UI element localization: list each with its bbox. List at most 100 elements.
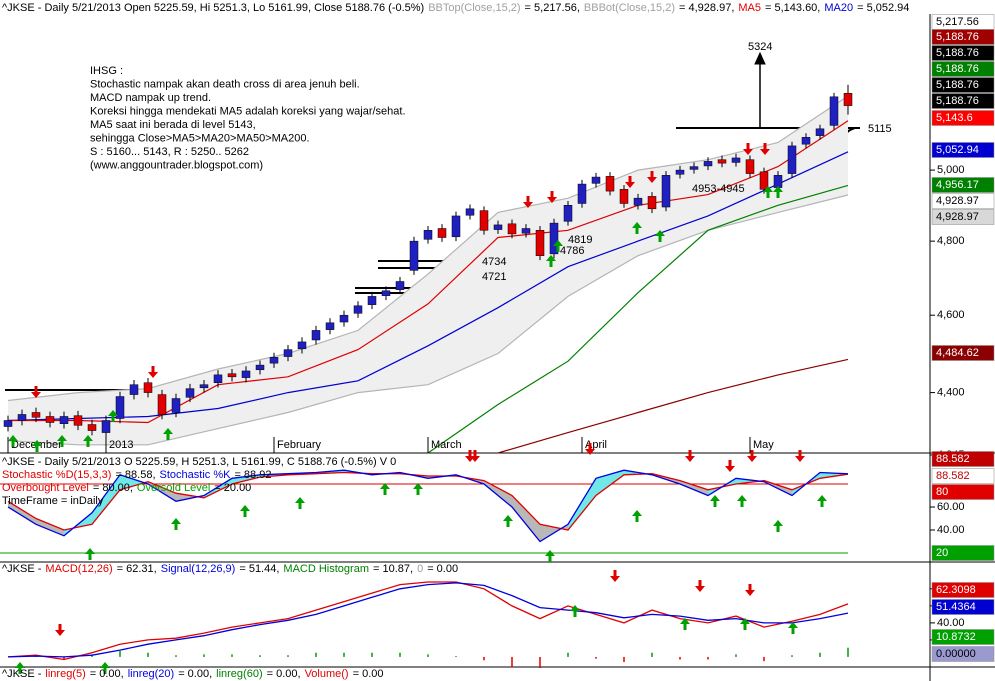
candle-body bbox=[73, 415, 83, 426]
note-text: MACD nampak up trend. bbox=[90, 92, 211, 104]
note-text: Koreksi hingga mendekati MA5 adalah kore… bbox=[90, 106, 406, 118]
band-fill bbox=[8, 96, 848, 445]
candle-body bbox=[829, 96, 839, 126]
arrow-head bbox=[754, 51, 766, 65]
candle-body bbox=[717, 159, 727, 164]
value-box-label: 4,484.62 bbox=[936, 347, 979, 359]
indicator-line bbox=[7, 469, 849, 543]
candle-body bbox=[689, 166, 699, 170]
candle-body bbox=[367, 296, 377, 305]
note-text: S : 5160... 5143, R : 5250.. 5262 bbox=[90, 146, 249, 158]
header-segment: Signal(12,26,9) bbox=[161, 563, 236, 575]
level-label: 5324 bbox=[748, 41, 772, 53]
candle-body bbox=[437, 228, 447, 238]
signal-arrow-stem bbox=[243, 510, 247, 517]
candle-body bbox=[269, 357, 279, 364]
x-tick-label: May bbox=[753, 439, 774, 451]
value-box-label: 88.582 bbox=[936, 453, 970, 465]
stoch-fill bbox=[36, 518, 64, 536]
header-text: Overbought Level = 80.00, Oversold Level = … bbox=[2, 482, 251, 494]
note-text: MA5 saat ini berada di level 5143, bbox=[90, 119, 256, 131]
y-tick-label: 40.00 bbox=[937, 524, 965, 536]
value-box bbox=[931, 142, 995, 158]
stoch-fill bbox=[680, 480, 708, 496]
candle-body bbox=[773, 175, 783, 188]
header-segment: = 5,143.60, bbox=[765, 2, 820, 14]
candle-body bbox=[59, 416, 69, 424]
candle-body bbox=[703, 161, 713, 167]
value-box bbox=[931, 110, 995, 126]
header-segment: Overbought Level bbox=[2, 482, 89, 494]
signal-arrow-head bbox=[545, 550, 555, 556]
signal-arrow-stem bbox=[548, 555, 552, 562]
signal-arrow-stem bbox=[298, 502, 302, 509]
signal-arrow-head bbox=[760, 149, 770, 155]
candle-body bbox=[815, 128, 825, 136]
signal-arrow-head bbox=[413, 483, 423, 489]
candle-body bbox=[535, 230, 545, 256]
indicator-line bbox=[427, 184, 849, 454]
x-tick-label: February bbox=[277, 439, 322, 451]
signal-arrow-stem bbox=[698, 580, 702, 587]
signal-arrow-stem bbox=[103, 667, 107, 674]
value-box bbox=[931, 93, 995, 109]
signal-arrow-stem bbox=[763, 143, 767, 150]
signal-arrow-head bbox=[32, 440, 42, 446]
header-segment: = 10.87, bbox=[373, 563, 413, 575]
signal-arrow-head bbox=[55, 630, 65, 636]
candle-body bbox=[451, 215, 461, 238]
signal-arrow-head bbox=[725, 466, 735, 472]
value-box-label: 10.8732 bbox=[936, 631, 976, 643]
signal-arrow-stem bbox=[628, 176, 632, 183]
signal-arrow-head bbox=[503, 515, 513, 521]
signal-arrow-stem bbox=[34, 386, 38, 393]
indicator-line bbox=[7, 582, 849, 658]
header-segment: ^JKSE - Daily 5/21/2013 O 5225.59, H 525… bbox=[2, 456, 396, 468]
header-segment: = 80.00, bbox=[93, 482, 133, 494]
header-segment: = 0.00 bbox=[353, 668, 384, 680]
signal-arrow-head bbox=[695, 586, 705, 592]
signal-arrow-head bbox=[546, 255, 556, 261]
value-box-label: 5,143.6 bbox=[936, 112, 973, 124]
stoch-fill bbox=[568, 478, 596, 531]
signal-arrow-head bbox=[740, 618, 750, 624]
stoch-fill bbox=[92, 474, 120, 525]
signal-arrow-head bbox=[747, 456, 757, 462]
signal-arrow-stem bbox=[688, 450, 692, 457]
signal-arrow-head bbox=[585, 449, 595, 455]
candle-body bbox=[241, 370, 251, 378]
signal-arrow-head bbox=[743, 149, 753, 155]
signal-arrow-stem bbox=[86, 440, 90, 447]
note-text: Stochastic nampak akan death cross di ar… bbox=[90, 79, 360, 91]
signal-arrow-stem bbox=[750, 450, 754, 457]
candle-body bbox=[619, 189, 629, 204]
signal-arrow-head bbox=[83, 435, 93, 441]
signal-arrow-stem bbox=[658, 235, 662, 242]
signal-arrow-stem bbox=[416, 488, 420, 495]
candle-body bbox=[101, 420, 111, 433]
signal-arrow-head bbox=[763, 186, 773, 192]
value-box-label: 88.582 bbox=[936, 470, 970, 482]
candle-body bbox=[171, 398, 181, 413]
value-box-label: 5,188.76 bbox=[936, 63, 979, 75]
value-box bbox=[931, 177, 995, 193]
signal-arrow-head bbox=[148, 372, 158, 378]
stoch-fill bbox=[512, 495, 540, 542]
header-segment: = 62.31, bbox=[117, 563, 157, 575]
candle-body bbox=[507, 223, 517, 235]
candle-body bbox=[213, 374, 223, 383]
signal-arrow-head bbox=[108, 410, 118, 416]
level-label: 5115 bbox=[868, 123, 892, 135]
value-box bbox=[931, 209, 995, 225]
signal-arrow-head bbox=[100, 662, 110, 668]
signal-arrow-head bbox=[795, 456, 805, 462]
header-segment: ^JKSE - Daily 5/21/2013 Open 5225.59, Hi… bbox=[2, 2, 424, 14]
candle-body bbox=[675, 169, 685, 175]
signal-arrow-stem bbox=[573, 610, 577, 617]
signal-arrow-stem bbox=[776, 191, 780, 198]
header-segment: BBBot(Close,15,2) bbox=[584, 2, 675, 14]
candle-body bbox=[3, 420, 13, 427]
signal-arrow-head bbox=[171, 518, 181, 524]
signal-arrow-head bbox=[295, 497, 305, 503]
value-box-label: 5,188.76 bbox=[936, 31, 979, 43]
